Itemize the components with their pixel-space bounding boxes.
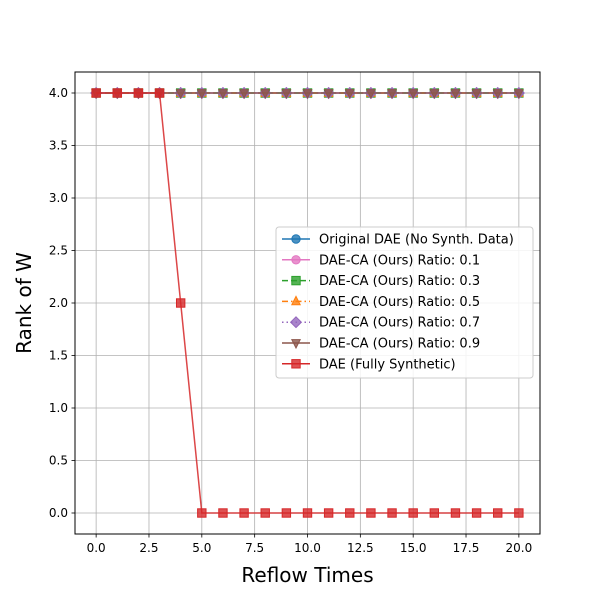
axis-ticks: 0.0 2.5 5.0 7.5 10.0 12.5 15.0 17.5 20.0 0.0 0.5 1.…	[49, 86, 532, 555]
data-point	[493, 508, 503, 518]
x-tick-label: 0.0	[87, 541, 106, 555]
legend-item: DAE-CA (Ours) Ratio: 0.1	[282, 253, 480, 268]
data-point	[175, 89, 186, 100]
x-tick-label: 20.0	[506, 541, 533, 555]
data-point	[471, 508, 482, 518]
y-tick-label: 3.0	[49, 191, 68, 205]
series-7	[91, 88, 524, 518]
legend-label: DAE-CA (Ours) Ratio: 0.9	[319, 337, 480, 352]
y-tick-label: 4.0	[49, 86, 68, 100]
legend-marker	[291, 359, 301, 369]
data-point	[217, 89, 228, 100]
legend-label: DAE-CA (Ours) Ratio: 0.1	[319, 253, 480, 268]
data-point	[345, 508, 355, 518]
data-point	[175, 298, 186, 308]
legend-marker	[291, 255, 301, 265]
x-tick-label: 15.0	[400, 541, 427, 555]
data-point	[492, 89, 503, 100]
data-point	[429, 89, 440, 100]
data-point	[323, 89, 334, 100]
data-point	[514, 508, 524, 518]
data-point	[239, 508, 249, 518]
data-point	[91, 88, 101, 98]
data-point	[450, 89, 461, 100]
data-point	[239, 89, 250, 100]
data-point	[260, 89, 271, 100]
data-point	[450, 508, 461, 518]
y-tick-label: 0.0	[49, 506, 68, 520]
series-layer	[90, 86, 525, 518]
legend-item: DAE-CA (Ours) Ratio: 0.5	[282, 295, 480, 310]
data-point	[218, 508, 228, 518]
data-point	[408, 89, 419, 100]
legend: Original DAE (No Synth. Data) DAE-CA (Our…	[275, 226, 534, 379]
data-point	[366, 508, 376, 518]
data-point	[197, 508, 207, 518]
y-axis-title: Rank of W	[12, 252, 36, 354]
data-point	[196, 89, 207, 100]
x-axis-title: Reflow Times	[241, 563, 373, 587]
legend-marker	[291, 234, 301, 244]
data-point	[260, 508, 270, 518]
legend-label: Original DAE (No Synth. Data)	[319, 233, 514, 248]
legend-label: DAE-CA (Ours) Ratio: 0.7	[319, 316, 480, 331]
y-tick-label: 3.5	[49, 139, 68, 153]
data-point	[281, 508, 292, 518]
data-point	[471, 89, 482, 100]
x-tick-label: 2.5	[139, 541, 158, 555]
data-point	[302, 508, 313, 518]
legend-item: DAE-CA (Ours) Ratio: 0.9	[282, 337, 480, 352]
legend-label: DAE (Fully Synthetic)	[319, 357, 456, 372]
data-point	[387, 89, 398, 100]
data-point	[344, 89, 355, 100]
data-point	[323, 508, 334, 518]
y-tick-label: 2.0	[49, 296, 68, 310]
data-point	[387, 508, 397, 518]
y-tick-label: 1.0	[49, 401, 68, 415]
data-point	[133, 88, 144, 98]
x-tick-label: 12.5	[347, 541, 374, 555]
x-tick-label: 7.5	[245, 541, 264, 555]
x-tick-label: 17.5	[453, 541, 480, 555]
data-point	[154, 88, 165, 98]
legend-item: DAE-CA (Ours) Ratio: 0.7	[282, 316, 480, 331]
data-point	[408, 508, 418, 518]
data-point	[365, 89, 376, 100]
data-point	[112, 88, 122, 98]
legend-item: Original DAE (No Synth. Data)	[282, 233, 514, 248]
legend-label: DAE-CA (Ours) Ratio: 0.5	[319, 295, 480, 310]
y-tick-label: 2.5	[49, 244, 68, 258]
data-point	[281, 89, 292, 100]
data-point	[302, 89, 313, 100]
legend-marker	[290, 295, 302, 306]
y-tick-label: 1.5	[49, 349, 68, 363]
legend-item: DAE (Fully Synthetic)	[282, 357, 456, 372]
legend-marker	[291, 275, 301, 286]
legend-box	[275, 226, 534, 379]
data-point	[513, 89, 524, 100]
y-tick-label: 0.5	[49, 454, 68, 468]
data-point	[429, 508, 440, 518]
legend-item: DAE-CA (Ours) Ratio: 0.3	[282, 274, 480, 289]
x-tick-label: 10.0	[294, 541, 321, 555]
x-tick-label: 5.0	[192, 541, 211, 555]
legend-label: DAE-CA (Ours) Ratio: 0.3	[319, 274, 480, 289]
legend-marker	[289, 316, 303, 329]
legend-marker	[290, 339, 302, 350]
